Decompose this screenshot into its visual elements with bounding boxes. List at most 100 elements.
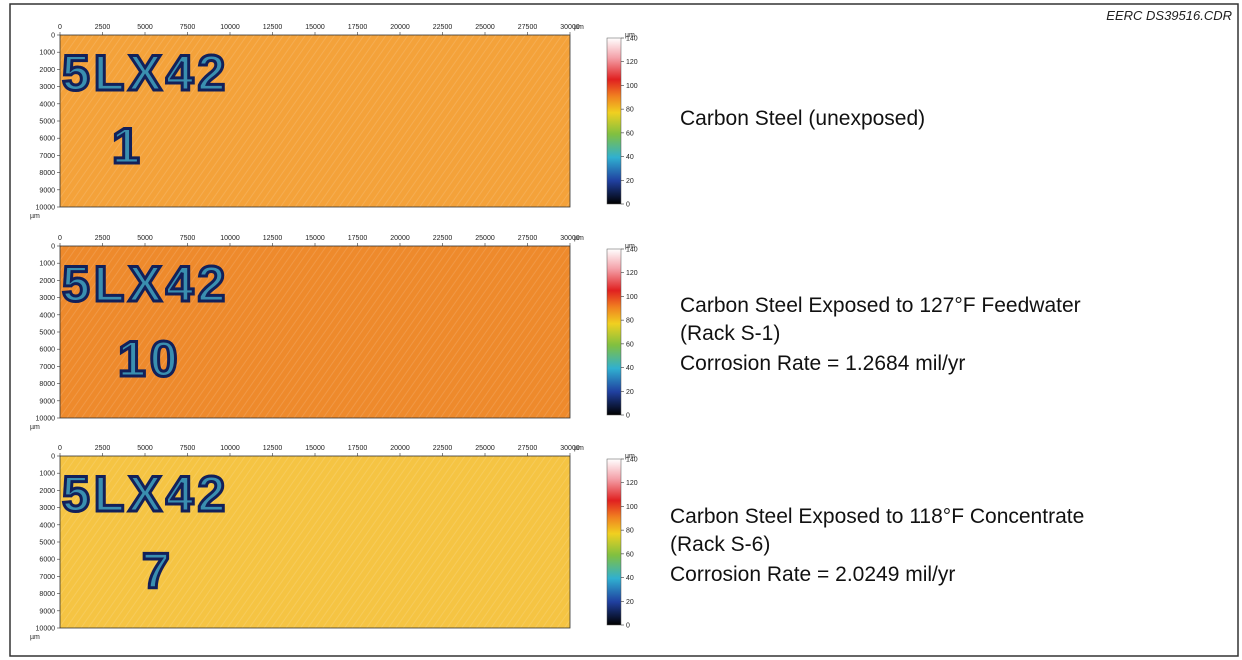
y-tick-label: 1000 bbox=[39, 471, 55, 478]
x-tick-label: 2500 bbox=[95, 24, 111, 31]
y-tick-label: 7000 bbox=[39, 364, 55, 371]
x-tick-label: 25000 bbox=[475, 445, 495, 452]
x-tick-label: 10000 bbox=[220, 235, 240, 242]
caption-line: Carbon Steel Exposed to 127°F Feedwater bbox=[680, 294, 1081, 317]
x-tick-label: 20000 bbox=[390, 235, 410, 242]
y-tick-label: 9000 bbox=[39, 398, 55, 405]
y-tick-label: 10000 bbox=[36, 626, 56, 633]
x-tick-label: 5000 bbox=[137, 24, 153, 31]
x-tick-label: 0 bbox=[58, 235, 62, 242]
surface-texture bbox=[60, 456, 570, 628]
x-unit: µm bbox=[574, 445, 584, 452]
y-unit: µm bbox=[30, 213, 40, 220]
y-tick-label: 8000 bbox=[39, 591, 55, 598]
colorbar-tick-label: 140 bbox=[626, 247, 638, 254]
x-tick-label: 12500 bbox=[263, 24, 283, 31]
colorbar-tick-label: 120 bbox=[626, 59, 638, 66]
y-tick-label: 3000 bbox=[39, 295, 55, 302]
y-tick-label: 4000 bbox=[39, 312, 55, 319]
caption-line: Carbon Steel (unexposed) bbox=[680, 107, 925, 130]
colorbar-tick-label: 80 bbox=[626, 528, 634, 535]
colorbar-tick-label: 140 bbox=[626, 36, 638, 43]
caption-line: (Rack S-6) bbox=[670, 533, 770, 556]
y-unit: µm bbox=[30, 424, 40, 431]
colorbar-tick-label: 100 bbox=[626, 83, 638, 90]
x-tick-label: 17500 bbox=[348, 24, 368, 31]
x-tick-label: 17500 bbox=[348, 445, 368, 452]
y-tick-label: 1000 bbox=[39, 50, 55, 57]
x-tick-label: 2500 bbox=[95, 235, 111, 242]
frame bbox=[9, 3, 1239, 657]
y-tick-label: 0 bbox=[51, 244, 55, 251]
y-tick-label: 2000 bbox=[39, 278, 55, 285]
x-tick-label: 30000 bbox=[560, 235, 580, 242]
y-tick-label: 4000 bbox=[39, 522, 55, 529]
x-tick-label: 12500 bbox=[263, 235, 283, 242]
x-tick-label: 27500 bbox=[518, 235, 538, 242]
y-tick-label: 2000 bbox=[39, 488, 55, 495]
y-tick-label: 6000 bbox=[39, 557, 55, 564]
colorbar-tick-label: 40 bbox=[626, 575, 634, 582]
x-tick-label: 15000 bbox=[305, 235, 325, 242]
stamp-text: 7 bbox=[142, 543, 174, 599]
y-tick-label: 1000 bbox=[39, 261, 55, 268]
y-tick-label: 2000 bbox=[39, 67, 55, 74]
colorbar-tick-label: 20 bbox=[626, 599, 634, 606]
x-tick-label: 17500 bbox=[348, 235, 368, 242]
y-tick-label: 3000 bbox=[39, 505, 55, 512]
y-tick-label: 0 bbox=[51, 454, 55, 461]
surface-texture bbox=[60, 35, 570, 207]
y-tick-label: 5000 bbox=[39, 119, 55, 126]
caption-line: Corrosion Rate = 1.2684 mil/yr bbox=[680, 352, 965, 375]
colorbar-tick-label: 60 bbox=[626, 341, 634, 348]
x-tick-label: 12500 bbox=[263, 445, 283, 452]
x-tick-label: 15000 bbox=[305, 445, 325, 452]
colorbar-tick-label: 60 bbox=[626, 551, 634, 558]
y-tick-label: 5000 bbox=[39, 540, 55, 547]
y-tick-label: 4000 bbox=[39, 101, 55, 108]
colorbar-tick-label: 140 bbox=[626, 457, 638, 464]
caption-line: (Rack S-1) bbox=[680, 322, 780, 345]
x-tick-label: 5000 bbox=[137, 235, 153, 242]
colorbar-tick-label: 40 bbox=[626, 365, 634, 372]
colorbar bbox=[606, 37, 622, 205]
colorbar-tick-label: 40 bbox=[626, 154, 634, 161]
y-tick-label: 7000 bbox=[39, 574, 55, 581]
stamp-text: 5LX42 bbox=[62, 45, 229, 101]
stamp-text: 5LX42 bbox=[62, 256, 229, 312]
x-tick-label: 27500 bbox=[518, 24, 538, 31]
x-tick-label: 5000 bbox=[137, 445, 153, 452]
y-tick-label: 9000 bbox=[39, 608, 55, 615]
x-tick-label: 20000 bbox=[390, 445, 410, 452]
x-tick-label: 20000 bbox=[390, 24, 410, 31]
x-unit: µm bbox=[574, 235, 584, 242]
y-tick-label: 5000 bbox=[39, 330, 55, 337]
colorbar-tick-label: 80 bbox=[626, 107, 634, 114]
surface-texture bbox=[60, 246, 570, 418]
x-tick-label: 22500 bbox=[433, 445, 453, 452]
x-tick-label: 7500 bbox=[180, 235, 196, 242]
colorbar-tick-label: 120 bbox=[626, 480, 638, 487]
x-tick-label: 30000 bbox=[560, 24, 580, 31]
y-tick-label: 8000 bbox=[39, 170, 55, 177]
caption-line: Corrosion Rate = 2.0249 mil/yr bbox=[670, 563, 955, 586]
x-tick-label: 7500 bbox=[180, 445, 196, 452]
colorbar-tick-label: 0 bbox=[626, 623, 630, 630]
stamp-text: 10 bbox=[118, 331, 182, 387]
colorbar-tick-label: 100 bbox=[626, 294, 638, 301]
x-tick-label: 25000 bbox=[475, 235, 495, 242]
y-tick-label: 9000 bbox=[39, 187, 55, 194]
stamp-text: 5LX42 bbox=[62, 466, 229, 522]
colorbar bbox=[606, 458, 622, 626]
x-tick-label: 2500 bbox=[95, 445, 111, 452]
x-tick-label: 10000 bbox=[220, 24, 240, 31]
colorbar-tick-label: 0 bbox=[626, 413, 630, 420]
x-tick-label: 25000 bbox=[475, 24, 495, 31]
y-tick-label: 0 bbox=[51, 33, 55, 40]
colorbar bbox=[606, 248, 622, 416]
colorbar-tick-label: 20 bbox=[626, 389, 634, 396]
stamp-text: 1 bbox=[112, 118, 144, 174]
y-tick-label: 10000 bbox=[36, 205, 56, 212]
y-tick-label: 6000 bbox=[39, 136, 55, 143]
